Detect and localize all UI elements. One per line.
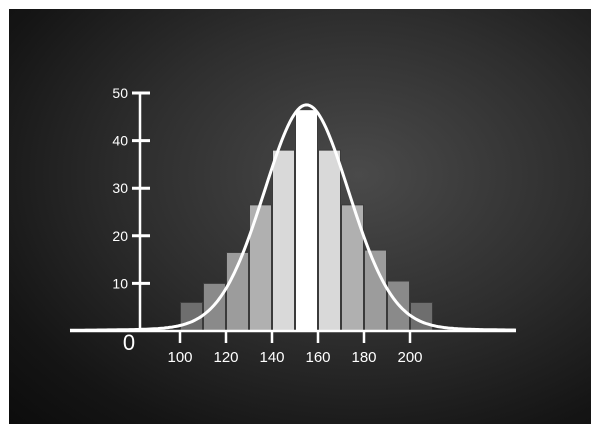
x-tick-label: 140 — [259, 349, 284, 366]
y-tick-label: 30 — [112, 180, 128, 196]
y-tick-label: 50 — [112, 85, 128, 101]
y-tick-label: 20 — [112, 228, 128, 244]
origin-label: 0 — [123, 330, 135, 355]
x-tick-label: 200 — [397, 349, 422, 366]
x-tick-label: 180 — [351, 349, 376, 366]
y-tick-label: 40 — [112, 133, 128, 149]
histogram-bar — [295, 109, 318, 332]
x-tick-label: 160 — [305, 349, 330, 366]
histogram-bar — [364, 249, 387, 332]
x-tick-label: 100 — [167, 349, 192, 366]
normal-distribution-curve — [69, 103, 517, 332]
histogram-bar — [318, 149, 341, 332]
histogram-bar — [272, 149, 295, 332]
y-tick-label: 10 — [112, 275, 128, 291]
x-tick-label: 120 — [213, 349, 238, 366]
histogram-bar — [203, 282, 226, 332]
